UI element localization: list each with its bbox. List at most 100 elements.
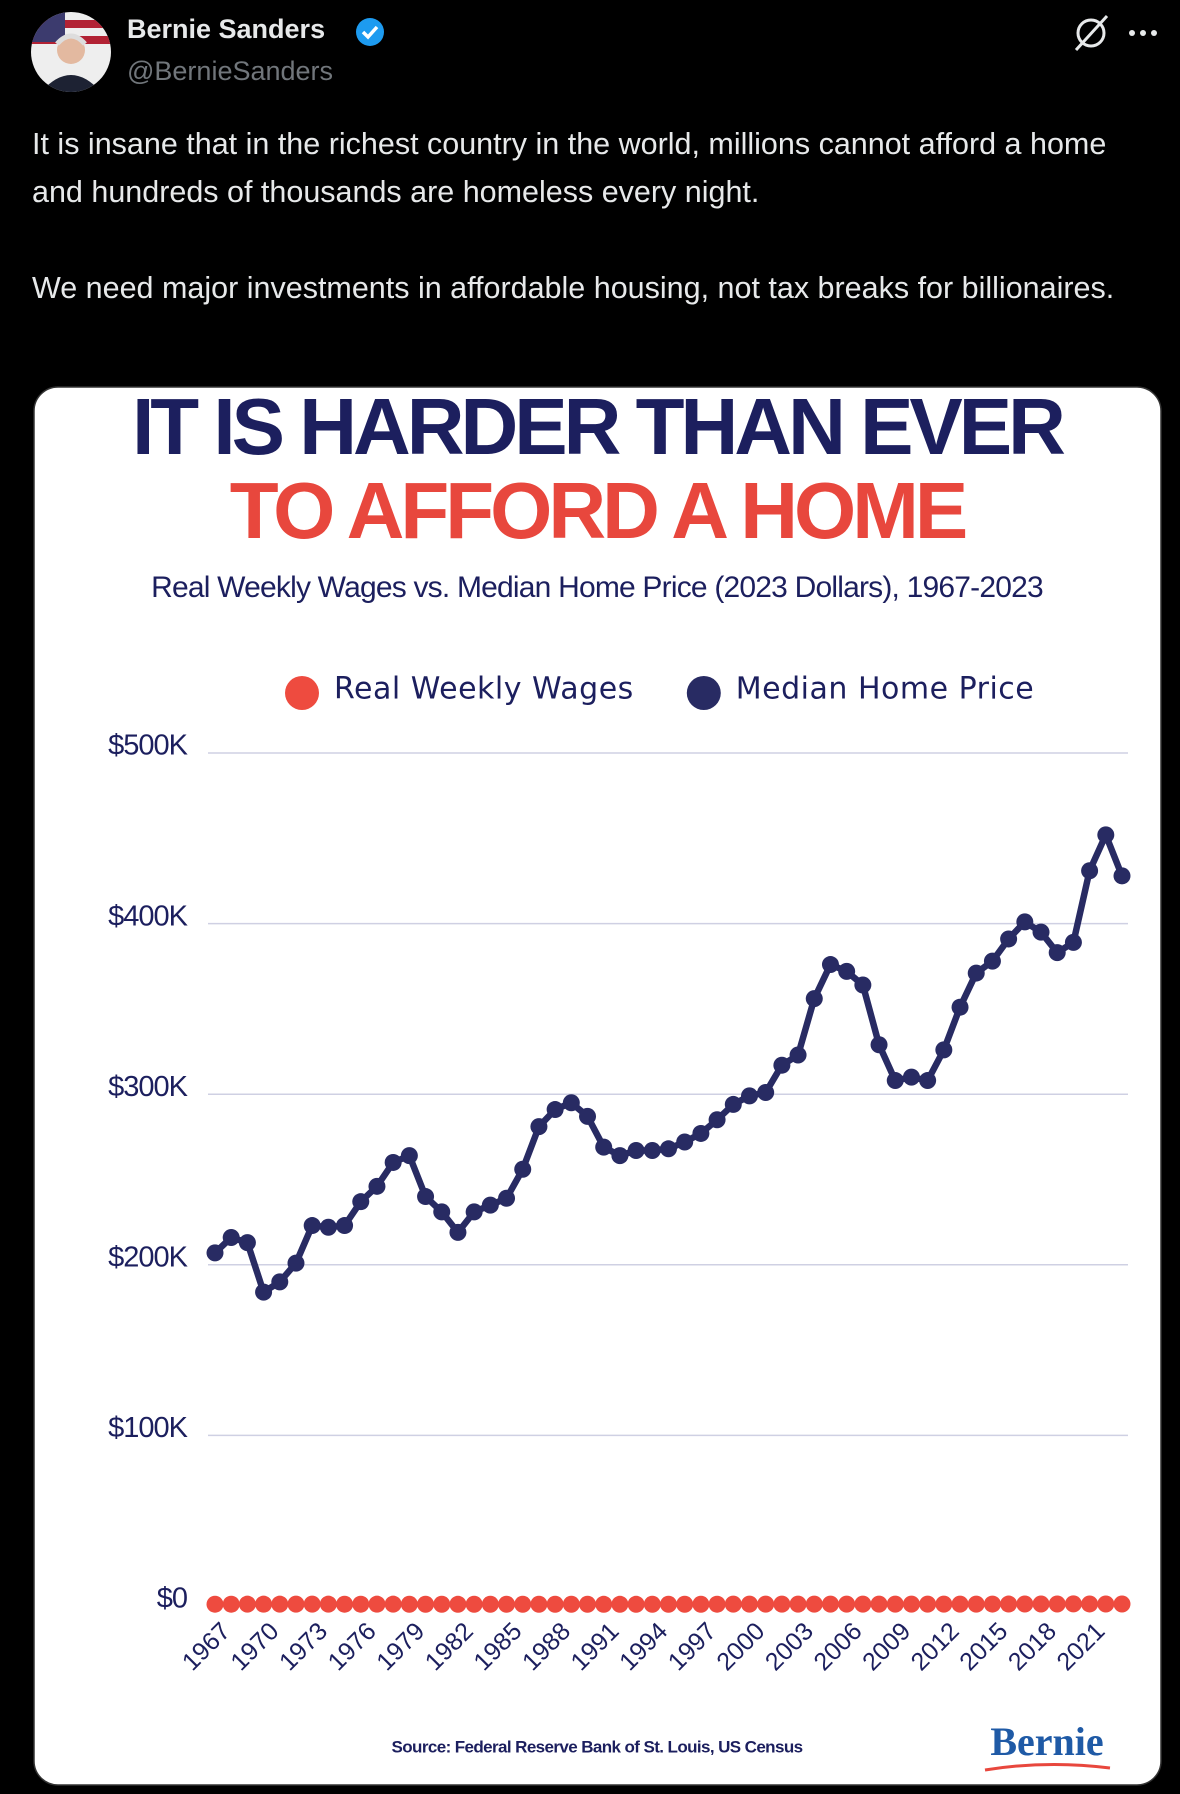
x-tick-label: 1985	[468, 1617, 527, 1676]
data-point	[902, 1068, 920, 1086]
data-point	[238, 1595, 256, 1613]
chart-subtitle: Real Weekly Wages vs. Median Home Price …	[151, 571, 1043, 604]
data-point	[433, 1595, 451, 1613]
x-tick-label: 2009	[857, 1617, 916, 1676]
data-point	[660, 1140, 677, 1158]
source: Source: Federal Reserve Bank of St. Loui…	[392, 1737, 803, 1756]
data-point	[692, 1595, 710, 1613]
data-point	[724, 1595, 742, 1613]
user-name[interactable]: Bernie Sanders	[127, 14, 326, 44]
logo-underline	[984, 1762, 1111, 1772]
data-point	[579, 1595, 597, 1613]
data-point	[967, 964, 985, 982]
data-point	[579, 1107, 597, 1125]
user-handle[interactable]: @BernieSanders	[127, 56, 334, 86]
data-point	[643, 1595, 661, 1613]
data-point	[951, 998, 969, 1016]
legend-label: Real Weekly Wages	[334, 672, 634, 707]
data-point	[627, 1141, 645, 1159]
data-point	[352, 1193, 370, 1211]
data-point	[724, 1095, 742, 1113]
y-tick-label: $500K	[108, 730, 189, 762]
data-point	[676, 1595, 694, 1613]
chart-title: IT IS HARDER THAN EVER	[132, 382, 1065, 471]
data-point	[222, 1229, 240, 1247]
data-point	[222, 1595, 240, 1613]
y-tick-label: $400K	[108, 900, 189, 932]
legend-marker	[285, 676, 319, 710]
grok-icon[interactable]	[1074, 14, 1109, 52]
data-point	[1097, 1595, 1115, 1613]
data-point	[611, 1147, 629, 1165]
more-icon[interactable]	[1129, 30, 1157, 36]
data-point	[902, 1595, 920, 1613]
legend-label: Median Home Price	[736, 672, 1034, 707]
data-point	[238, 1234, 256, 1252]
data-point	[1016, 1595, 1034, 1613]
data-point	[595, 1595, 613, 1613]
data-point	[854, 1595, 872, 1613]
x-tick-label: 2021	[1051, 1617, 1110, 1676]
x-tick-label: 2003	[760, 1617, 819, 1676]
data-point	[821, 956, 839, 974]
data-point	[740, 1087, 758, 1105]
x-tick-label: 2000	[711, 1617, 770, 1676]
data-point	[465, 1595, 483, 1613]
legend-marker	[686, 676, 721, 710]
data-point	[1081, 1595, 1099, 1613]
chart-title: TO AFFORD A HOME	[230, 466, 966, 555]
y-tick-label: $300K	[108, 1071, 189, 1103]
data-point	[919, 1595, 937, 1613]
tweet-paragraph: We need major investments in affordable …	[32, 271, 1115, 305]
data-point	[384, 1595, 402, 1613]
data-point	[789, 1595, 807, 1613]
avatar[interactable]	[31, 12, 111, 92]
data-point	[1032, 923, 1050, 941]
x-tick-label: 1976	[323, 1617, 382, 1676]
verified-badge	[356, 18, 384, 46]
data-point	[449, 1595, 467, 1613]
data-point	[821, 1595, 839, 1613]
data-point	[319, 1218, 337, 1236]
data-point	[1081, 862, 1099, 880]
data-point	[481, 1595, 499, 1613]
data-point	[530, 1595, 548, 1613]
x-tick-label: 2006	[808, 1617, 867, 1676]
x-tick-label: 2015	[954, 1617, 1013, 1676]
data-point	[805, 1595, 823, 1613]
data-point	[854, 976, 872, 994]
data-point	[708, 1595, 726, 1613]
data-point	[983, 952, 1001, 970]
data-point	[789, 1046, 807, 1064]
x-tick-label: 1973	[274, 1617, 333, 1676]
data-point	[336, 1595, 354, 1613]
data-point	[627, 1595, 645, 1613]
data-point	[611, 1595, 629, 1613]
x-tick-label: 1979	[371, 1617, 430, 1676]
data-point	[740, 1595, 758, 1613]
data-point	[417, 1188, 435, 1206]
x-tick-label: 1982	[420, 1617, 479, 1676]
y-tick-label: $200K	[108, 1241, 189, 1273]
data-point	[352, 1595, 370, 1613]
data-point	[400, 1595, 418, 1613]
data-point	[514, 1595, 532, 1613]
data-point	[838, 1595, 856, 1613]
data-point	[1000, 1595, 1018, 1613]
data-point	[935, 1595, 953, 1613]
data-point	[1064, 933, 1082, 951]
data-point	[1113, 867, 1131, 885]
data-point	[1032, 1595, 1050, 1613]
data-point	[595, 1138, 613, 1156]
data-point	[708, 1111, 726, 1129]
data-point	[870, 1036, 888, 1054]
data-point	[498, 1595, 516, 1613]
x-tick-label: 1970	[225, 1617, 284, 1676]
data-point	[951, 1595, 969, 1613]
data-point	[660, 1595, 677, 1613]
x-tick-label: 1991	[565, 1617, 624, 1676]
data-point	[1048, 944, 1066, 962]
data-point	[271, 1273, 289, 1291]
data-point	[303, 1217, 321, 1235]
